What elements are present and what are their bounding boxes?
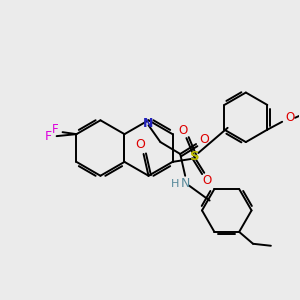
Text: O: O [199, 133, 209, 146]
Text: F: F [45, 130, 52, 142]
Text: N: N [181, 177, 190, 190]
Text: O: O [286, 111, 295, 124]
Text: O: O [136, 138, 146, 151]
Text: O: O [179, 124, 188, 137]
Text: O: O [202, 174, 212, 187]
Text: N: N [143, 117, 154, 130]
Text: H: H [171, 179, 179, 189]
Text: S: S [190, 150, 199, 164]
Text: F: F [52, 123, 59, 136]
